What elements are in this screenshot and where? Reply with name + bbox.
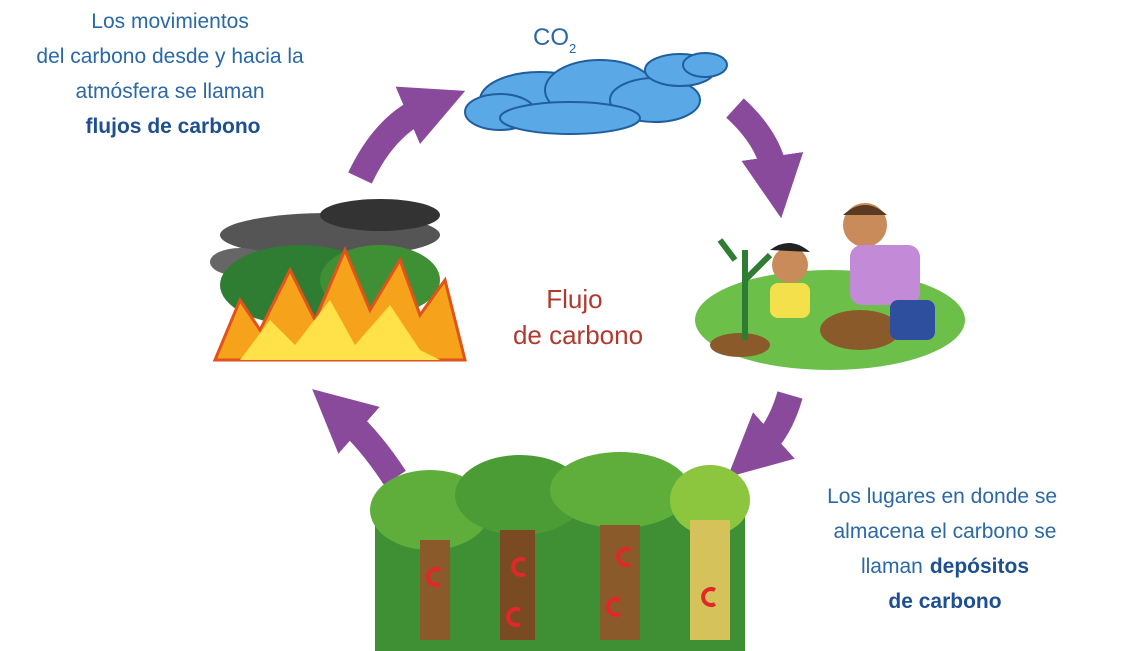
co2-label: CO2 [533, 24, 576, 56]
diagram: Los movimientos del carbono desde y haci… [0, 0, 1123, 651]
note-emphasis: flujos de carbono [85, 115, 260, 138]
note-line: almacena el carbono se [834, 520, 1057, 543]
center-line: de carbono [513, 320, 643, 350]
arrow [735, 108, 775, 175]
note-line: Los lugares en donde se [827, 485, 1057, 508]
note-line: llaman [861, 555, 923, 578]
cloud-illustration [465, 53, 727, 134]
pools-note-mixed: llaman depósitos [861, 555, 1029, 578]
center-line: Flujo [546, 284, 602, 314]
page: Los movimientos del carbono desde y haci… [0, 0, 1123, 651]
co2-subscript: 2 [569, 41, 576, 56]
forest-illustration [370, 452, 750, 651]
arrow [760, 395, 790, 448]
planting-illustration [695, 203, 965, 370]
note-emphasis: depósitos [930, 555, 1029, 578]
co2-text: CO [533, 24, 569, 51]
note-line: Los movimientos [91, 10, 249, 33]
note-emphasis: de carbono [888, 590, 1001, 613]
arrow [360, 108, 425, 178]
note-line: del carbono desde y hacia la [36, 45, 304, 68]
flows-note: Los movimientos del carbono desde y haci… [36, 10, 309, 138]
arrow [345, 418, 395, 478]
pools-note: Los lugares en donde se almacena el carb… [827, 485, 1063, 543]
note-line: atmósfera se llaman [76, 80, 265, 103]
center-label: Flujo de carbono [513, 284, 643, 350]
fire-illustration [210, 199, 465, 360]
